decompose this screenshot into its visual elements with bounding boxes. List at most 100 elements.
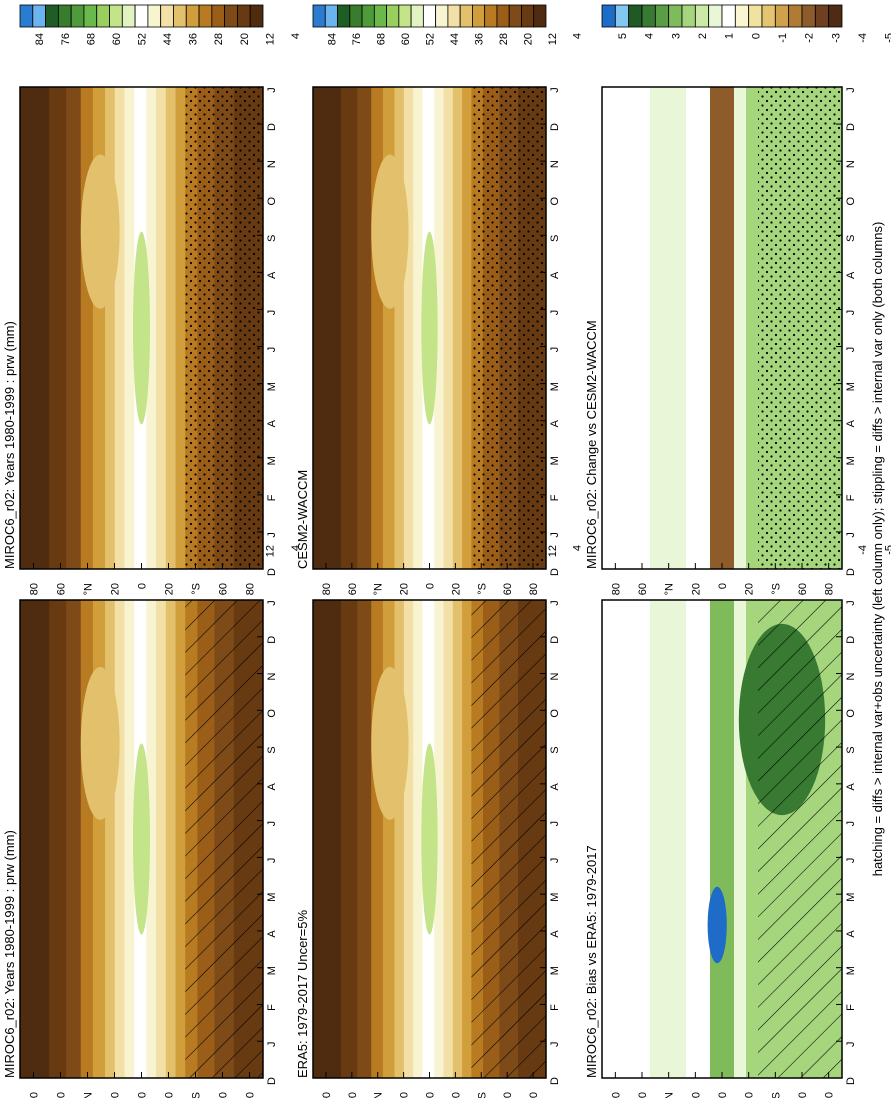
colorbar-tick-label: 28 [498,33,510,45]
x-tick-label: S [266,746,278,753]
colorbar-swatch [96,4,110,28]
x-tick-label: M [266,893,278,902]
colorbar-swatch [628,4,643,28]
x-tick-label: J [266,858,278,864]
panel-title: MIROC6_r02: Bias vs ERA5: 1979-2017 [584,845,599,1078]
panels-group: MIROC6_r02: Years 1980-1999 : prw (mm) D J… [2,4,891,1103]
colorbar-swatch [373,4,387,28]
contour-band [357,600,372,1078]
y-tick-label: 60 [797,1092,809,1098]
y-tick-label: °N [373,583,385,595]
colorbar-swatch [614,4,630,28]
x-tick-label: M [266,456,278,465]
heatmap-field [313,87,546,569]
x-tick-label: M [266,382,278,391]
contour-band [371,600,384,1078]
x-tick-label: J [549,347,561,353]
contour-band [686,87,710,569]
contour-band [710,600,734,1078]
colorbar-tick-label: -5 [884,33,891,43]
colorbar-swatch [496,4,510,28]
contour-band [403,600,414,1078]
colorbar-swatch [533,4,547,28]
colorbar-swatch [337,4,351,28]
x-tick-label: A [549,930,561,938]
colorbar-tick-label: 36 [188,33,200,45]
heatmap-field [20,600,263,1078]
colorbar-tick-label: 1 [724,33,736,39]
contour-band [105,87,116,569]
contour-band [49,600,67,1078]
panel-title: MIROC6_r02: Years 1980-1999 : prw (mm) [2,830,17,1078]
x-tick-label: N [266,673,278,681]
y-tick-label: 80 [321,1092,333,1098]
x-tick-label: J [549,1041,561,1047]
x-tick-label: N [845,160,857,168]
contour-band [602,87,650,569]
panel-title: MIROC6_r02: Change vs CESM2-WACCM [584,320,599,569]
x-tick-label: N [266,160,278,168]
x-tick-label: D [549,123,561,131]
x-tick-label: D [549,636,561,644]
x-tick-label: J [266,821,278,827]
panel-middle-right: CESM2-WACCM D J F M A M J J A S O N D J 80 60 °N 20 0 20 °S 60… [295,4,584,595]
colorbar-tick-label: 44 [162,33,174,45]
x-tick-label: J [845,858,857,864]
x-tick-label: F [845,1004,857,1011]
contour-band [156,87,167,569]
y-tick-label: °S [191,583,203,595]
hatching-overlay [185,600,263,1078]
colorbar-swatch [472,4,486,28]
colorbar-swatch [312,4,326,28]
x-tick-label: D [845,568,857,576]
contour-band [452,87,463,569]
colorbar-tick-label: 20 [239,33,251,45]
y-tick-label: °S [476,1092,488,1098]
stippling-overlay [758,87,842,569]
x-tick-label: J [845,821,857,827]
y-tick-label: 20 [744,583,756,595]
contour-band [394,600,405,1078]
x-tick-label: A [845,419,857,427]
panel-bottom-left: MIROC6_r02: Bias vs ERA5: 1979-2017 D J F M A… [584,516,891,1103]
colorbar-swatch [211,4,226,28]
y-tick-label: 60 [347,583,359,595]
contour-band [340,600,358,1078]
contour-band [165,600,177,1078]
colorbar-swatch [32,4,46,28]
panel-middle-left: ERA5: 1979-2017 Uncer=5% D J F M A M J J A S O N D J 80… [295,516,584,1103]
contour-band [80,154,120,309]
colorbar-tick-label: 60 [400,33,412,45]
x-tick-label: F [266,494,278,501]
x-tick-label: S [266,235,278,242]
y-tick-label: 20 [399,583,411,595]
contour-band [443,600,454,1078]
x-tick-label: J [845,87,857,93]
y-tick-label: 20 [690,1092,702,1098]
contour-band [132,231,151,425]
colorbar-swatch [324,4,338,28]
colorbar-tick-label: 68 [375,33,387,45]
contour-band [156,600,167,1078]
colorbar: 84 76 68 60 52 44 36 28 20 12 4 [19,4,302,45]
colorbar-swatch [361,4,375,28]
colorbar-tick-label: 44 [449,33,461,45]
y-tick-label: 0 [717,1092,729,1098]
x-tick-label: J [266,310,278,316]
y-tick-label: 60 [56,583,68,595]
colorbar-swatch [134,4,149,28]
x-tick-label: M [845,966,857,975]
contour-band [165,87,177,569]
contour-band [175,87,186,569]
x-tick-label: A [845,271,857,279]
colorbar-swatch [147,4,162,28]
x-tick-label: A [845,930,857,938]
x-tick-label: A [266,419,278,427]
y-tick-label: 20 [690,583,702,595]
colorbar-tick-label: 52 [137,33,149,45]
x-tick-label: D [549,1077,561,1085]
colorbar-swatch [668,4,683,28]
colorbar-tick-label: 12 [264,33,276,45]
colorbar-tick-label: 4 [572,33,584,39]
x-tick-label: J [266,87,278,93]
